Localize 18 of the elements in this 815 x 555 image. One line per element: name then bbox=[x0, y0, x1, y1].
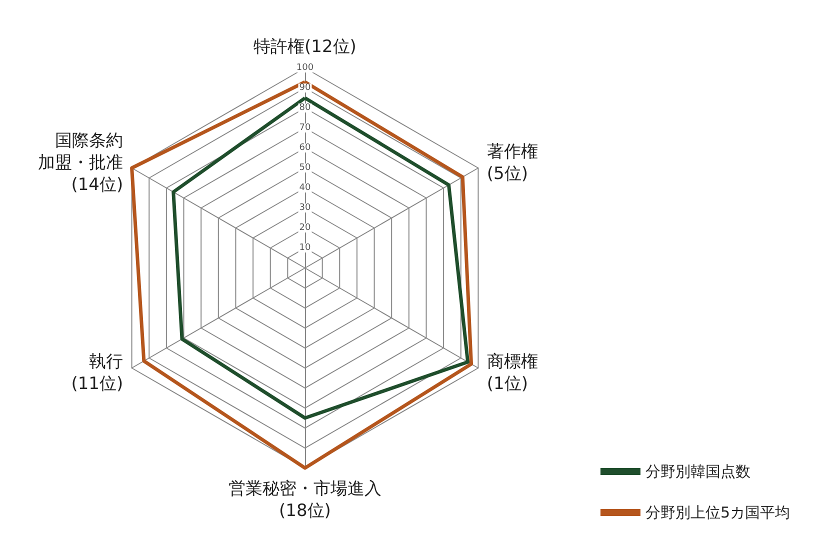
y-tick-label: 40 bbox=[299, 183, 311, 193]
legend-label: 分野別韓国点数 bbox=[645, 462, 750, 480]
spoke-label: 国際条約加盟・批准 (14位) bbox=[38, 131, 124, 195]
spoke-label: 特許権(12位) bbox=[254, 37, 356, 57]
y-tick-label: 90 bbox=[299, 83, 311, 93]
spoke-label: 執行 (11位) bbox=[71, 352, 124, 394]
legend-label: 分野別上位5カ国平均 bbox=[645, 504, 790, 522]
y-tick-label: 50 bbox=[299, 163, 311, 173]
spoke-label: 営業秘密・市場進入 (18位) bbox=[228, 479, 382, 521]
y-tick-label: 30 bbox=[299, 203, 311, 213]
spoke-label: 商標権 (1位) bbox=[486, 352, 538, 394]
spoke-label: 著作権 (5位) bbox=[486, 142, 538, 184]
y-tick-label: 80 bbox=[299, 103, 311, 113]
y-tick-label: 10 bbox=[299, 243, 311, 253]
y-tick-label: 20 bbox=[299, 223, 311, 233]
y-tick-label: 100 bbox=[296, 63, 314, 73]
y-tick-label: 60 bbox=[299, 143, 311, 153]
y-tick-label: 70 bbox=[299, 123, 311, 133]
